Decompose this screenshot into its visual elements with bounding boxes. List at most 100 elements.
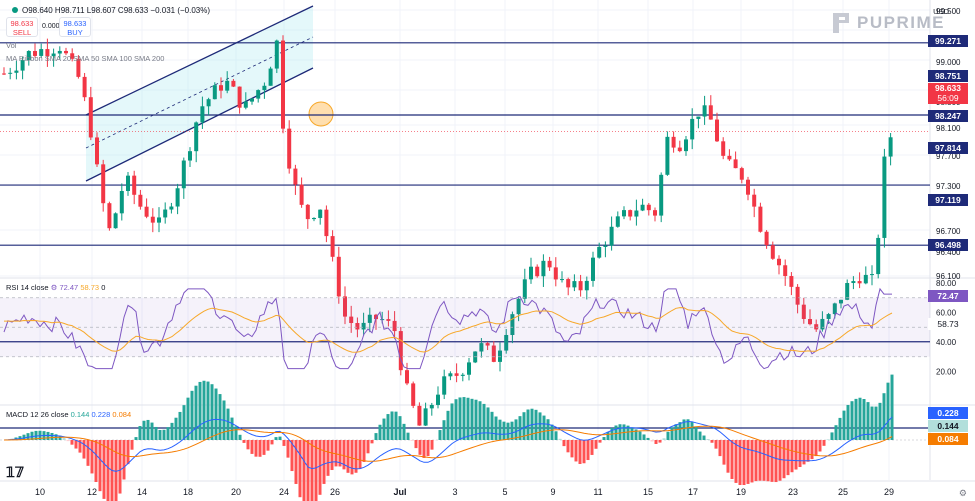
- candle-body: [175, 188, 180, 207]
- candle-body: [8, 72, 13, 74]
- macd-histogram-bar: [806, 440, 810, 462]
- candle-body: [460, 374, 465, 376]
- macd-badge: 0.228: [928, 407, 968, 419]
- macd-histogram-bar: [134, 437, 138, 440]
- candle-body: [808, 318, 812, 325]
- macd-histogram-bar: [126, 440, 130, 465]
- macd-histogram-bar: [226, 408, 230, 440]
- macd-histogram-bar: [634, 429, 638, 440]
- rsi-settings-icon[interactable]: ⚙: [50, 283, 58, 292]
- candle-body: [566, 279, 571, 288]
- macd-histogram-bar: [830, 432, 834, 440]
- candle-body: [504, 334, 509, 351]
- macd-hist-badge: 0.144: [928, 420, 968, 432]
- candle-body: [591, 257, 595, 281]
- rsi-tick-label: 40.00: [936, 338, 957, 347]
- macd-histogram-bar: [342, 440, 346, 470]
- macd-histogram-bar: [690, 422, 694, 440]
- candles: [2, 35, 893, 426]
- macd-histogram-bar: [514, 419, 518, 440]
- candle-body: [436, 394, 440, 405]
- macd-histogram-bar: [98, 440, 102, 492]
- time-tick-label: 24: [279, 487, 289, 497]
- macd-histogram-bar: [186, 397, 190, 440]
- macd-histogram-bar: [814, 440, 818, 457]
- candle-body: [144, 206, 149, 217]
- candle-body: [2, 73, 6, 75]
- macd-histogram-bar: [394, 411, 398, 440]
- macd-histogram-bar: [398, 416, 402, 440]
- macd-histogram-bar: [758, 440, 762, 481]
- macd-histogram-bar: [22, 434, 26, 440]
- macd-histogram-bar: [334, 440, 338, 467]
- candle-body: [789, 276, 794, 287]
- sell-button[interactable]: 98.633 SELL: [6, 17, 38, 37]
- macd-histogram-bar: [614, 425, 618, 440]
- macd-histogram-bar: [802, 440, 806, 465]
- macd-histogram-bar: [638, 431, 642, 440]
- candle-body: [20, 60, 25, 71]
- macd-histogram-bar: [878, 402, 882, 440]
- spread-value: 0.000: [42, 23, 60, 30]
- candle-body: [454, 373, 459, 376]
- macd-histogram-bar: [442, 420, 446, 440]
- macd-histogram-bar: [306, 440, 310, 501]
- macd-histogram-bar: [330, 440, 334, 471]
- macd-histogram-bar: [566, 440, 570, 453]
- buy-button[interactable]: 98.633 BUY: [59, 17, 91, 37]
- macd-signal-value: 0.084: [112, 410, 132, 419]
- macd-histogram-bar: [190, 390, 194, 440]
- buy-price: 98.633: [63, 19, 87, 28]
- macd-histogram-bar: [446, 410, 450, 440]
- macd-histogram-bar: [438, 430, 442, 440]
- macd-histogram-bar: [790, 440, 794, 473]
- candle-body: [578, 281, 583, 291]
- macd-histogram-bar: [46, 431, 50, 440]
- macd-histogram-bar: [78, 440, 82, 453]
- candle-body: [200, 106, 205, 123]
- brand-mark-icon: [829, 11, 853, 35]
- candle-body: [361, 322, 366, 330]
- candle-body: [119, 190, 124, 214]
- rsi-pane: [0, 287, 930, 370]
- price-tick-label: 96.700: [936, 227, 961, 236]
- channel-upper: [85, 5, 314, 116]
- settings-gear-icon[interactable]: ⚙: [958, 488, 967, 498]
- candle-body: [51, 53, 56, 57]
- time-axis: 10 12 14 18 20 24 26 Jul 3 5 9 11 15 17 19 23 25 29: [35, 487, 894, 497]
- candle-body: [107, 203, 112, 229]
- candle-body: [45, 49, 50, 57]
- time-tick-label: 29: [884, 487, 894, 497]
- candle-body: [101, 164, 106, 204]
- rsi-ma-value: 58.73: [80, 283, 100, 292]
- macd-histogram-bar: [542, 415, 546, 440]
- macd-histogram-bar: [646, 437, 650, 440]
- macd-histogram-bar: [826, 439, 830, 440]
- macd-histogram-bar: [158, 429, 162, 440]
- candle-body: [746, 179, 750, 195]
- macd-histogram-bar: [602, 437, 606, 440]
- macd-histogram-bar: [726, 440, 730, 473]
- macd-histogram-bar: [166, 427, 170, 440]
- time-tick-label: 26: [330, 487, 340, 497]
- candle-body: [274, 40, 279, 69]
- macd-histogram-bar: [662, 438, 666, 440]
- macd-pane: [0, 374, 930, 501]
- macd-histogram-bar: [30, 431, 34, 440]
- macd-histogram-bar: [798, 440, 802, 468]
- candle-body: [560, 279, 564, 281]
- candle-body: [826, 314, 831, 319]
- macd-histogram-bar: [182, 405, 186, 440]
- candle-body: [541, 260, 546, 277]
- candle-body: [194, 122, 199, 152]
- candle-body: [653, 210, 657, 216]
- macd-histogram-bar: [546, 419, 550, 440]
- candle-body: [882, 156, 887, 238]
- macd-histogram-bar: [474, 399, 478, 440]
- candle-body: [225, 80, 230, 91]
- macd-histogram-bar: [426, 440, 430, 457]
- macd-hist-value: 0.144: [70, 410, 90, 419]
- candle-body: [646, 204, 651, 211]
- macd-histogram-bar: [842, 410, 846, 440]
